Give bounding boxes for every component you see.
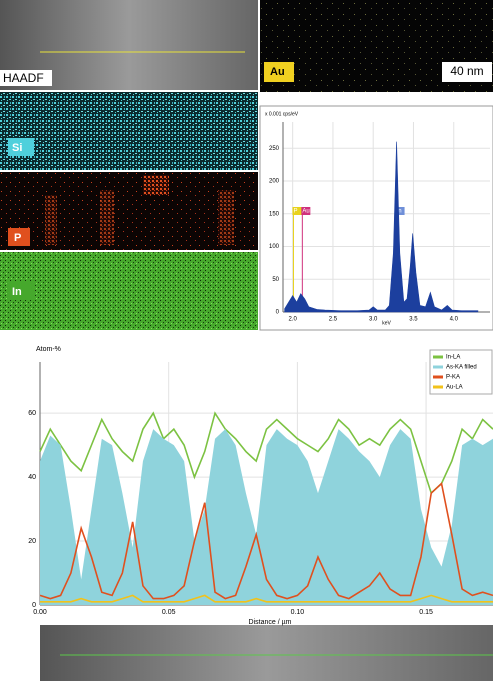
legend-label: As-KA filled [446, 365, 477, 371]
x-tick-label: 0.00 [33, 609, 47, 616]
x-tick-label: 0.10 [291, 609, 305, 616]
haadf-label: HAADF [3, 71, 44, 85]
x-tick-label: 0.05 [162, 609, 176, 616]
p-stripe [143, 175, 169, 195]
x-axis-label: keV [382, 320, 391, 326]
y-tick-label: 20 [28, 538, 36, 545]
p-stripe [100, 190, 114, 245]
figure: HAADF Si P In Au 40 nm 0 50 100 150 200 250 2.… [0, 0, 493, 681]
au-label: Au [270, 66, 285, 78]
y-tick-label: 150 [269, 211, 280, 217]
y-axis-label: x 0.001 cps/eV [265, 111, 299, 117]
spectrum-panel [260, 106, 493, 330]
x-tick-label: 3.5 [409, 317, 418, 323]
legend-label: Au-LA [446, 385, 463, 391]
p-stripe [218, 190, 234, 245]
y-tick-label: 40 [28, 474, 36, 481]
x-tick-label: 0.15 [419, 609, 433, 616]
legend-label: P-KA [446, 375, 460, 381]
p-label: P [14, 232, 21, 244]
y-tick-label: 250 [269, 146, 280, 152]
peak-label: Au [302, 209, 309, 215]
in-map [0, 252, 258, 330]
y-tick-label: 100 [269, 244, 280, 250]
si-label: Si [12, 142, 22, 154]
legend-label: In-LA [446, 355, 460, 361]
y-tick-label: 200 [269, 179, 280, 185]
x-tick-label: 2.0 [288, 317, 297, 323]
si-map [0, 92, 258, 170]
x-tick-label: 3.0 [369, 317, 378, 323]
x-tick-label: 4.0 [450, 317, 459, 323]
y-tick-label: 0 [32, 602, 36, 609]
haadf-strip [40, 625, 493, 681]
in-label: In [12, 286, 22, 298]
y-tick-label: 60 [28, 410, 36, 417]
y-tick-label: 50 [272, 277, 279, 283]
peak-label: P [293, 209, 297, 215]
x-tick-label: 2.5 [329, 317, 338, 323]
scale-label: 40 nm [450, 64, 483, 78]
y-axis-label: Atom-% [36, 346, 61, 353]
p-stripe [45, 195, 57, 245]
x-axis-label: Distance / µm [249, 619, 292, 626]
